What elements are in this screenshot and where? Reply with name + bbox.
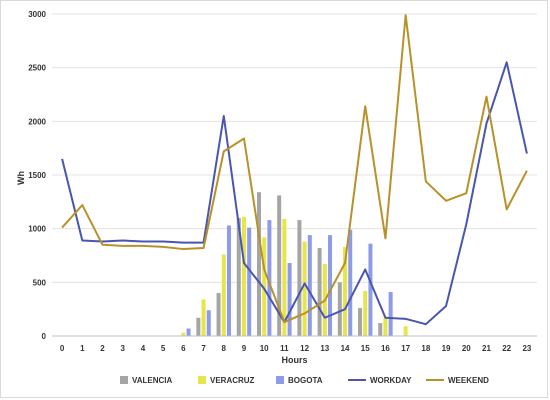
gridlines — [52, 13, 537, 283]
bar-valencia-hour-7 — [196, 317, 201, 336]
y-tick-label: 2500 — [28, 64, 46, 73]
bar-valencia-hour-13 — [317, 247, 322, 336]
bar-veracruz-hour-12 — [302, 241, 307, 336]
bar-bogota-hour-6 — [186, 328, 191, 336]
legend-label-weekend: WEEKEND — [448, 376, 489, 385]
x-tick-label: 5 — [161, 344, 166, 353]
x-tick-label: 15 — [361, 344, 370, 353]
bar-valencia-hour-12 — [297, 220, 302, 336]
x-tick-label: 21 — [482, 344, 491, 353]
x-tick-label: 12 — [300, 344, 309, 353]
bar-veracruz-hour-16 — [383, 316, 388, 336]
x-tick-label: 18 — [421, 344, 430, 353]
y-tick-label: 0 — [42, 332, 47, 341]
bar-veracruz-hour-15 — [363, 290, 368, 336]
legend-label-veracruz: VERACRUZ — [210, 376, 255, 385]
x-tick-label: 10 — [260, 344, 269, 353]
line-weekend — [61, 14, 528, 324]
x-tick-label: 13 — [320, 344, 329, 353]
bar-veracruz-hour-11 — [282, 219, 287, 336]
bar-valencia-hour-10 — [256, 192, 261, 336]
x-tick-label: 17 — [401, 344, 410, 353]
x-tick-label: 19 — [442, 344, 451, 353]
line-workday — [61, 61, 528, 326]
y-axis-title: Wh — [16, 171, 26, 185]
x-tick-label: 22 — [502, 344, 511, 353]
bar-veracruz-hour-17 — [403, 326, 408, 336]
bar-valencia-hour-11 — [277, 195, 282, 336]
bar-bogota-hour-15 — [368, 243, 373, 336]
bar-valencia-hour-9 — [236, 217, 241, 336]
x-tick-label: 7 — [201, 344, 206, 353]
legend-label-bogota: BOGOTA — [288, 376, 323, 385]
x-tick-label: 0 — [60, 344, 65, 353]
bar-valencia-hour-16 — [378, 323, 383, 336]
bar-veracruz-hour-10 — [262, 237, 267, 336]
x-tick-label: 20 — [462, 344, 471, 353]
bar-veracruz-hour-14 — [343, 246, 348, 336]
x-tick-label: 16 — [381, 344, 390, 353]
x-axis-title: Hours — [281, 355, 307, 365]
bar-bogota-hour-10 — [267, 220, 272, 336]
bar-veracruz-hour-9 — [241, 216, 246, 336]
bar-valencia-hour-15 — [358, 308, 363, 336]
bar-bogota-hour-11 — [287, 263, 292, 336]
legend: VALENCIA VERACRUZ BOGOTA WORKDAY WEEKEND — [120, 376, 489, 385]
bar-bogota-hour-7 — [206, 310, 211, 336]
y-tick-label: 2000 — [28, 117, 46, 126]
x-tick-label: 3 — [121, 344, 126, 353]
y-tick-label: 1500 — [28, 171, 46, 180]
y-tick-label: 500 — [33, 278, 47, 287]
x-tick-label: 1 — [80, 344, 85, 353]
bar-bogota-hour-9 — [247, 227, 252, 336]
x-tick-label: 9 — [242, 344, 247, 353]
bar-bogota-hour-8 — [226, 225, 231, 336]
x-tick-label: 23 — [522, 344, 531, 353]
x-tick-label: 11 — [280, 344, 289, 353]
x-tick-label: 4 — [141, 344, 146, 353]
bar-bogota-hour-12 — [307, 235, 312, 336]
x-tick-label: 14 — [341, 344, 350, 353]
legend-swatch-veracruz — [198, 376, 206, 384]
bar-valencia-hour-14 — [337, 282, 342, 336]
bar-valencia-hour-8 — [216, 293, 221, 336]
bar-series — [181, 192, 408, 336]
legend-swatch-valencia — [120, 376, 128, 384]
bar-bogota-hour-14 — [348, 229, 353, 336]
bar-veracruz-hour-6 — [181, 332, 186, 336]
y-axis-ticks: 0 500 1000 1500 2000 2500 3000 — [28, 10, 46, 341]
legend-swatch-bogota — [276, 376, 284, 384]
y-tick-label: 3000 — [28, 10, 46, 19]
legend-label-valencia: VALENCIA — [132, 376, 173, 385]
bar-bogota-hour-16 — [388, 291, 393, 336]
y-tick-label: 1000 — [28, 225, 46, 234]
line-series — [61, 14, 528, 326]
x-axis-ticks: 0 1 2 3 4 5 6 7 8 9 10 11 12 13 14 15 16 17 18 19 20 21 22 23 — [60, 344, 532, 353]
legend-label-workday: WORKDAY — [370, 376, 412, 385]
x-tick-label: 6 — [181, 344, 186, 353]
bar-veracruz-hour-7 — [201, 299, 206, 336]
bar-veracruz-hour-8 — [221, 254, 226, 336]
bar-bogota-hour-13 — [328, 235, 333, 336]
x-tick-label: 2 — [100, 344, 105, 353]
x-tick-label: 8 — [222, 344, 227, 353]
